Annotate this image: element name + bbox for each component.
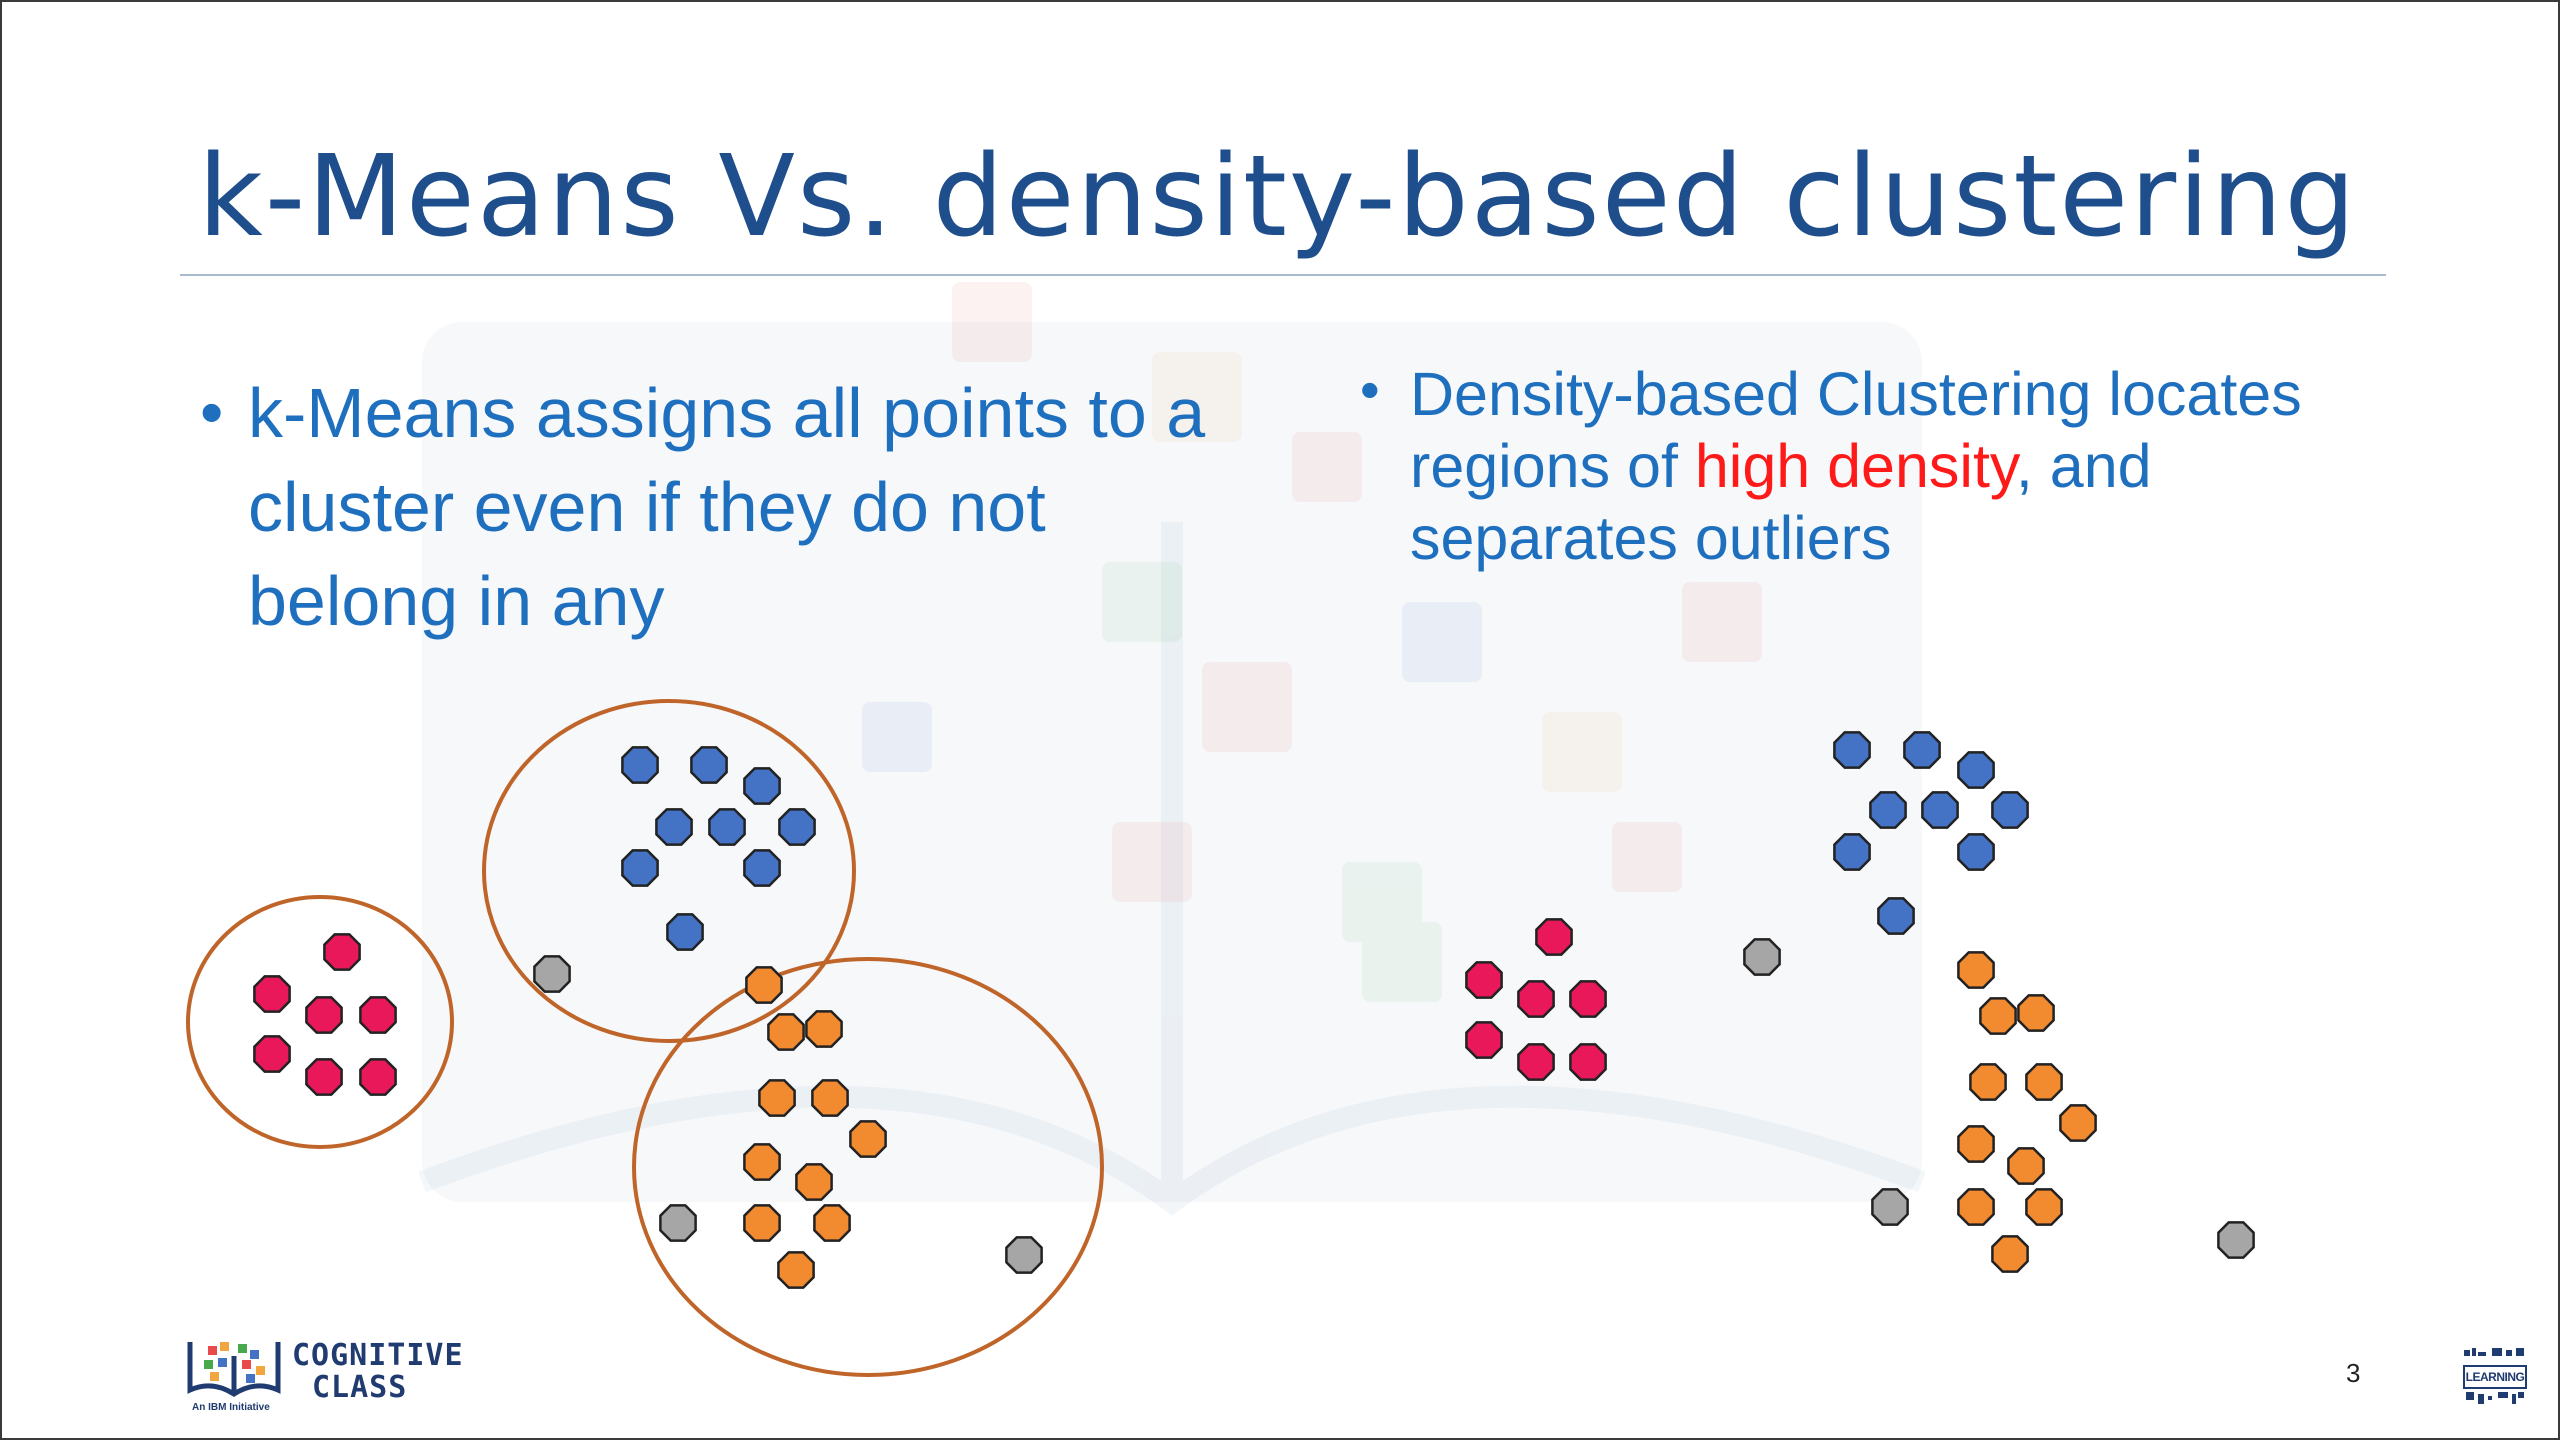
orange-point bbox=[1957, 951, 1995, 989]
orange-point bbox=[2007, 1147, 2045, 1185]
page-number: 3 bbox=[2346, 1358, 2361, 1388]
logo-tagline: An IBM Initiative bbox=[192, 1402, 270, 1413]
logo-wordmark-line2: CLASS bbox=[312, 1370, 408, 1405]
orange-point bbox=[811, 1079, 849, 1117]
blue-point bbox=[1921, 791, 1959, 829]
pink-point bbox=[359, 1058, 397, 1096]
outlier-point bbox=[1871, 1188, 1909, 1226]
cognitive-class-logo: COGNITIVE CLASS An IBM Initiative bbox=[184, 1336, 474, 1418]
blue-point bbox=[1877, 897, 1915, 935]
pink-point bbox=[253, 1035, 291, 1073]
blue-point bbox=[1833, 833, 1871, 871]
cluster-ellipse-pink bbox=[186, 895, 454, 1149]
orange-point bbox=[1957, 1125, 1995, 1163]
blue-point bbox=[666, 913, 704, 951]
blue-point bbox=[1903, 731, 1941, 769]
cluster-ellipse-orange bbox=[632, 957, 1104, 1377]
title-divider bbox=[180, 274, 2386, 276]
orange-point bbox=[745, 966, 783, 1004]
orange-point bbox=[1969, 1063, 2007, 1101]
bdu-logo: LEARNING bbox=[2462, 1346, 2528, 1410]
orange-point bbox=[849, 1120, 887, 1158]
pink-point bbox=[1465, 961, 1503, 999]
orange-point bbox=[805, 1010, 843, 1048]
orange-point bbox=[795, 1163, 833, 1201]
blue-point bbox=[708, 808, 746, 846]
orange-point bbox=[743, 1143, 781, 1181]
blue-point bbox=[655, 808, 693, 846]
orange-point bbox=[767, 1013, 805, 1051]
blue-point bbox=[621, 849, 659, 887]
pink-point bbox=[1517, 980, 1555, 1018]
orange-point bbox=[2025, 1188, 2063, 1226]
bdu-logo-text: LEARNING bbox=[2465, 1370, 2525, 1384]
pink-point bbox=[1569, 1043, 1607, 1081]
orange-point bbox=[777, 1251, 815, 1289]
pink-point bbox=[1517, 1043, 1555, 1081]
blue-point bbox=[743, 849, 781, 887]
pink-point bbox=[305, 996, 343, 1034]
pink-point bbox=[1569, 980, 1607, 1018]
bullet-glyph: • bbox=[200, 376, 224, 450]
bullet-kmeans: • k-Means assigns all points to a cluste… bbox=[200, 366, 1260, 648]
blue-point bbox=[1957, 833, 1995, 871]
blue-point bbox=[1991, 791, 2029, 829]
slide-title: k-Means Vs. density-based clustering bbox=[198, 132, 2358, 262]
kmeans-clusters-diagram bbox=[186, 699, 1104, 1377]
blue-point bbox=[743, 767, 781, 805]
density-clusters-diagram bbox=[1465, 731, 2255, 1273]
orange-point bbox=[2059, 1104, 2097, 1142]
outlier-point bbox=[533, 955, 571, 993]
cluster-ellipse-blue bbox=[482, 699, 856, 1043]
blue-point bbox=[690, 746, 728, 784]
pink-point bbox=[253, 975, 291, 1013]
blue-point bbox=[1833, 731, 1871, 769]
orange-point bbox=[743, 1204, 781, 1242]
blue-point bbox=[1957, 751, 1995, 789]
pink-point bbox=[1535, 918, 1573, 956]
pink-point bbox=[359, 996, 397, 1034]
bdu-logo-icon bbox=[2463, 1348, 2527, 1404]
bullet-density-text-before: Density-based Clustering locates regions… bbox=[1410, 360, 2302, 500]
blue-point bbox=[778, 808, 816, 846]
blue-point bbox=[1869, 791, 1907, 829]
bullet-density-text-after: , and separates outliers bbox=[1410, 432, 2152, 572]
orange-point bbox=[2017, 994, 2055, 1032]
blue-point bbox=[621, 746, 659, 784]
bullet-density: • Density-based Clustering locates regio… bbox=[1360, 358, 2420, 574]
outlier-point bbox=[1743, 938, 1781, 976]
outlier-point bbox=[1005, 1236, 1043, 1274]
bullet-kmeans-text: k-Means assigns all points to a cluster … bbox=[248, 374, 1206, 640]
pink-point bbox=[305, 1058, 343, 1096]
outlier-point bbox=[2217, 1221, 2255, 1259]
orange-point bbox=[758, 1079, 796, 1117]
bullet-glyph: • bbox=[1360, 358, 1380, 421]
orange-point bbox=[1979, 997, 2017, 1035]
outlier-point bbox=[659, 1204, 697, 1242]
orange-point bbox=[1991, 1235, 2029, 1273]
orange-point bbox=[2025, 1063, 2063, 1101]
logo-wordmark-line1: COGNITIVE bbox=[292, 1338, 464, 1373]
pink-point bbox=[1465, 1021, 1503, 1059]
bullet-density-text: Density-based Clustering locates regions… bbox=[1360, 358, 2420, 574]
orange-point bbox=[813, 1204, 851, 1242]
orange-point bbox=[1957, 1188, 1995, 1226]
pink-point bbox=[323, 933, 361, 971]
book-logo-icon bbox=[187, 1342, 281, 1397]
bullet-density-highlight: high density bbox=[1694, 432, 2016, 500]
